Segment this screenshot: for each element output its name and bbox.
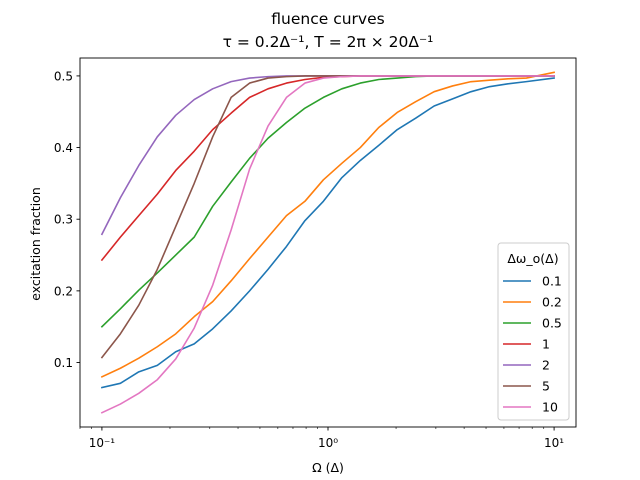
series-line-0.1 (100, 77, 555, 389)
y-axis-label: excitation fraction (28, 187, 43, 301)
legend-items: 0.1 0.2 0.5 1 2 5 10 (503, 274, 562, 415)
series-layer (100, 71, 556, 414)
x-tick-label: 10⁻¹ (89, 436, 116, 450)
legend-label-0.5: 0.5 (542, 316, 562, 331)
x-tick-label: 10⁰ (318, 436, 338, 450)
legend: Δω_o(Δ) 0.1 0.2 0.5 1 2 5 10 (497, 242, 570, 421)
legend-label-0.2: 0.2 (542, 295, 562, 310)
x-tick-label: 10¹ (544, 436, 564, 450)
chart-title: fluence curves (271, 10, 384, 28)
y-tick-label: 0.2 (54, 284, 73, 298)
legend-label-2: 2 (542, 358, 550, 373)
axes-layer: 0.1 0.2 0.3 0.4 0.5 10⁻¹ 10⁰ 10¹ (54, 57, 577, 450)
chart-subtitle: τ = 0.2Δ⁻¹, T = 2π × 20Δ⁻¹ (223, 33, 434, 51)
y-tick-label: 0.1 (54, 356, 73, 370)
y-tick-label: 0.5 (54, 69, 73, 83)
x-axis-label: Ω (Δ) (312, 460, 344, 475)
y-tick-label: 0.4 (54, 141, 73, 155)
legend-label-0.1: 0.1 (542, 274, 562, 289)
series-line-10 (100, 75, 555, 414)
series-line-0.2 (100, 71, 556, 378)
legend-label-1: 1 (542, 337, 550, 352)
y-tick-label: 0.3 (54, 213, 73, 227)
legend-label-10: 10 (542, 400, 558, 415)
legend-box (497, 242, 570, 421)
legend-label-5: 5 (542, 379, 550, 394)
legend-title: Δω_o(Δ) (507, 251, 558, 266)
